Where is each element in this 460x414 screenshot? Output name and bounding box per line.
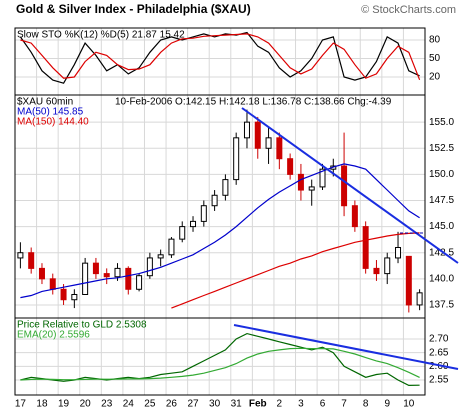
candle-body — [276, 137, 283, 160]
candle-body — [17, 252, 24, 259]
y-tick-label: 147.5 — [429, 195, 454, 206]
candle-body — [179, 226, 186, 240]
y-tick-label: 20 — [429, 72, 441, 83]
x-tick-label: 10 — [403, 399, 415, 410]
y-tick-label: 155.0 — [429, 117, 454, 128]
candle-body — [416, 292, 423, 306]
x-tick-label: 24 — [123, 399, 135, 410]
y-tick-label: 140.0 — [429, 273, 454, 284]
trend-line — [233, 324, 459, 370]
candle-body — [211, 194, 218, 207]
candle-body — [60, 288, 67, 301]
candle-body — [146, 257, 153, 277]
x-tick-label: 7 — [341, 399, 347, 410]
candle-body — [28, 252, 35, 269]
candle-body — [373, 267, 380, 275]
x-tick-label: 17 — [15, 399, 27, 410]
candle-body — [265, 137, 272, 149]
trend-line — [241, 107, 459, 264]
y-tick-label: 2.70 — [429, 334, 449, 345]
series-line — [171, 232, 420, 309]
candle-body — [395, 246, 402, 259]
x-tick-label: 2 — [277, 399, 283, 410]
series-layer — [20, 332, 420, 387]
y-tick-label: 50 — [429, 53, 441, 64]
y-tick-label: 2.65 — [429, 347, 449, 358]
candle-body — [287, 158, 294, 175]
x-tick-label: 27 — [187, 399, 199, 410]
candle-body — [49, 278, 56, 290]
series-line — [20, 347, 420, 381]
candle-body — [222, 179, 229, 196]
candle-body — [125, 267, 132, 290]
y-tick-label: 145.0 — [429, 221, 454, 232]
legend-entry: MA(150) 144.40 — [17, 117, 89, 128]
candle-body — [233, 137, 240, 181]
candle-body — [136, 275, 143, 290]
legend-entry: EMA(20) 2.5596 — [17, 330, 90, 341]
candle-body — [168, 238, 175, 256]
x-tick-label: 31 — [231, 399, 243, 410]
x-tick-label: 30 — [209, 399, 221, 410]
plot-layer: 20 50 80 Slow STO %K(12) %D(5) 21.87 15.42 1… — [14, 27, 459, 410]
y-tick-label: 80 — [429, 35, 441, 46]
candle-body — [157, 254, 164, 259]
y-tick-label: 2.55 — [429, 375, 449, 386]
y-tick-label: 137.5 — [429, 300, 454, 311]
x-tick-label: 25 — [144, 399, 156, 410]
candle-body — [319, 168, 326, 188]
candle-body — [351, 205, 358, 228]
candle-body — [114, 267, 121, 278]
candle-body — [71, 293, 78, 301]
chart-title: Gold & Silver Index - Philadelphia ($XAU… — [16, 2, 251, 16]
panel-border — [14, 317, 426, 396]
y-tick-label: 152.5 — [429, 143, 454, 154]
series-line — [20, 332, 420, 387]
panel-title: $XAU 60min — [17, 97, 73, 108]
series-layer — [19, 31, 421, 84]
candle-body — [254, 121, 261, 149]
panel — [15, 28, 425, 95]
x-tick-label: 18 — [36, 399, 48, 410]
watermark: © StockCharts.com — [361, 4, 456, 16]
x-tick-label: 8 — [363, 399, 369, 410]
series-line — [20, 33, 421, 81]
candle-body — [297, 173, 304, 191]
legend-entry: Price Relative to GLD 2.5308 — [17, 320, 147, 331]
candle-body — [82, 262, 89, 295]
candle-body — [405, 255, 412, 306]
legend-entry: MA(50) 145.85 — [17, 107, 84, 118]
x-tick-label: 26 — [166, 399, 178, 410]
candle-body — [308, 186, 315, 191]
candle-body — [341, 165, 348, 207]
x-tick-label: 9 — [384, 399, 390, 410]
panel-subtitle: 10-Feb-2006 O:142.15 H:142.18 L:136.78 C… — [115, 97, 392, 108]
x-tick-label: 23 — [101, 399, 113, 410]
x-tick-label: 19 — [58, 399, 70, 410]
y-tick-label: 142.5 — [429, 247, 454, 258]
x-tick-label: 6 — [320, 399, 326, 410]
panel — [15, 318, 425, 395]
candle-body — [103, 273, 110, 278]
candle-body — [190, 220, 197, 228]
candle-body — [384, 257, 391, 275]
candle-body — [362, 226, 369, 269]
candle-body — [38, 267, 45, 280]
y-tick-label: 150.0 — [429, 169, 454, 180]
candle-body — [92, 262, 99, 275]
y-tick-label: 2.60 — [429, 361, 449, 372]
series-layer — [17, 109, 423, 313]
x-tick-label: Feb — [249, 399, 267, 410]
candle-body — [243, 121, 250, 139]
x-tick-label: 3 — [298, 399, 304, 410]
panel-title: Slow STO %K(12) %D(5) 21.87 15.42 — [17, 30, 185, 41]
candle-body — [200, 205, 207, 222]
x-tick-label: 20 — [80, 399, 92, 410]
series-line — [20, 163, 420, 299]
